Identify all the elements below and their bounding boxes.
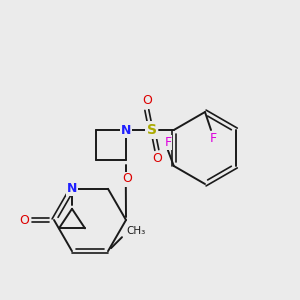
Text: F: F xyxy=(209,131,217,145)
Text: O: O xyxy=(152,152,162,166)
Text: N: N xyxy=(67,182,77,195)
Text: O: O xyxy=(19,214,29,226)
Text: S: S xyxy=(147,123,157,137)
Text: F: F xyxy=(164,136,171,148)
Text: N: N xyxy=(121,124,131,136)
Text: O: O xyxy=(122,172,132,185)
Text: CH₃: CH₃ xyxy=(126,226,145,236)
Text: O: O xyxy=(142,94,152,107)
